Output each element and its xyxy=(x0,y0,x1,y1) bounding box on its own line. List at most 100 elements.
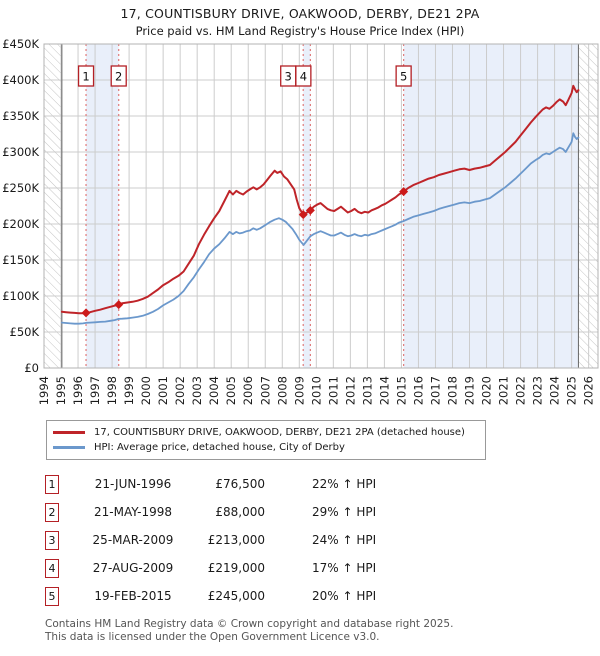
y-tick-label: £450K xyxy=(2,38,39,51)
owned-band xyxy=(86,44,119,368)
sales-table: 1 21-JUN-1996 £76,500 22% ↑ HPI 2 21-MAY-1998… xyxy=(45,470,600,610)
sale-marker xyxy=(81,308,91,318)
sale-marker xyxy=(298,210,308,220)
row-price: £213,000 xyxy=(207,533,265,547)
owned-band xyxy=(303,44,311,368)
sale-marker xyxy=(114,300,124,310)
x-tick-label: 2025 xyxy=(565,376,579,405)
sale-number-box xyxy=(77,65,95,87)
sale-number-label: 3 xyxy=(285,70,292,84)
x-tick-label: 1994 xyxy=(37,376,51,405)
row-number-badge: 4 xyxy=(45,558,59,578)
x-tick-label: 2010 xyxy=(309,376,323,405)
page-title: 17, COUNTISBURY DRIVE, OAKWOOD, DERBY, D… xyxy=(120,6,480,21)
legend-item: 17, COUNTISBURY DRIVE, OAKWOOD, DERBY, D… xyxy=(53,425,479,440)
legend-line-sample xyxy=(53,431,85,434)
x-tick-label: 2000 xyxy=(139,376,153,405)
table-row: 4 27-AUG-2009 £219,000 17% ↑ HPI xyxy=(45,554,600,582)
row-number-badge: 1 xyxy=(45,474,59,494)
sale-marker xyxy=(305,205,315,215)
legend-item: HPI: Average price, detached house, City… xyxy=(53,440,479,455)
y-tick-label: £250K xyxy=(2,181,39,195)
x-tick-label: 2007 xyxy=(258,376,272,405)
x-tick-label: 2023 xyxy=(531,376,545,405)
x-tick-label: 2005 xyxy=(224,376,238,405)
row-hpi-delta: 20% ↑ HPI xyxy=(312,589,377,603)
x-tick-label: 1995 xyxy=(54,376,68,405)
x-tick-label: 2014 xyxy=(377,376,391,405)
x-tick-label: 2018 xyxy=(445,376,459,405)
x-tick-label: 2003 xyxy=(190,376,204,405)
sale-number-label: 1 xyxy=(82,70,89,84)
row-hpi-delta: 22% ↑ HPI xyxy=(312,477,377,491)
plot-border xyxy=(43,43,599,369)
row-price: £76,500 xyxy=(215,477,265,491)
sale-number-box xyxy=(395,65,412,87)
footer-line1: Contains HM Land Registry data © Crown c… xyxy=(45,618,454,630)
x-tick-label: 2002 xyxy=(173,376,187,405)
row-hpi-delta: 24% ↑ HPI xyxy=(312,533,377,547)
sale-number-box xyxy=(295,65,312,87)
y-tick-label: £150K xyxy=(2,253,39,267)
x-tick-label: 2022 xyxy=(514,376,528,405)
y-tick-label: £350K xyxy=(2,109,39,123)
x-tick-label: 2016 xyxy=(411,376,425,405)
row-date: 27-AUG-2009 xyxy=(92,561,174,575)
sale-marker xyxy=(399,187,409,197)
y-tick-label: £400K xyxy=(2,73,39,87)
no-data-hatch xyxy=(44,44,62,368)
x-tick-label: 2001 xyxy=(156,376,170,405)
x-tick-label: 2011 xyxy=(326,376,340,405)
owned-band xyxy=(403,44,579,368)
row-hpi-delta: 17% ↑ HPI xyxy=(312,561,377,575)
table-row: 5 19-FEB-2015 £245,000 20% ↑ HPI xyxy=(45,582,600,610)
footer: Contains HM Land Registry data © Crown c… xyxy=(45,618,600,643)
x-tick-label: 2024 xyxy=(548,376,562,405)
sale-number-box xyxy=(110,65,127,87)
x-tick-label: 1997 xyxy=(88,376,102,405)
x-tick-label: 1998 xyxy=(105,376,119,405)
x-tick-label: 2015 xyxy=(394,376,408,405)
row-number-badge: 2 xyxy=(45,502,59,522)
legend-line-sample xyxy=(53,446,85,449)
x-tick-label: 2019 xyxy=(462,376,476,405)
row-number-badge: 3 xyxy=(45,530,59,550)
row-price: £245,000 xyxy=(207,589,265,603)
x-tick-label: 2013 xyxy=(360,376,374,405)
sale-number-label: 5 xyxy=(400,70,407,84)
chart-legend: 17, COUNTISBURY DRIVE, OAKWOOD, DERBY, D… xyxy=(46,420,486,460)
row-hpi-delta: 29% ↑ HPI xyxy=(312,505,377,519)
x-tick-label: 2026 xyxy=(582,376,596,405)
x-tick-label: 2017 xyxy=(428,376,442,405)
row-date: 25-MAR-2009 xyxy=(92,533,174,547)
row-price: £88,000 xyxy=(215,505,265,519)
x-tick-label: 2004 xyxy=(207,376,221,405)
hpi-series-line xyxy=(61,132,580,325)
x-tick-label: 2020 xyxy=(480,376,494,405)
x-tick-label: 2008 xyxy=(275,376,289,405)
y-tick-label: £200K xyxy=(2,217,39,231)
y-tick-label: £100K xyxy=(2,289,39,303)
row-date: 21-MAY-1998 xyxy=(93,505,172,519)
y-tick-label: £300K xyxy=(2,145,39,159)
row-price: £219,000 xyxy=(207,561,265,575)
x-tick-label: 2012 xyxy=(343,376,357,405)
y-tick-label: £0 xyxy=(24,361,39,375)
legend-label: 17, COUNTISBURY DRIVE, OAKWOOD, DERBY, D… xyxy=(94,427,465,438)
x-tick-label: 1999 xyxy=(122,376,136,405)
page-subtitle: Price paid vs. HM Land Registry's House … xyxy=(135,24,465,38)
legend-label: HPI: Average price, detached house, City… xyxy=(94,442,345,453)
row-number-badge: 5 xyxy=(45,586,59,606)
x-tick-label: 1996 xyxy=(71,376,85,405)
table-row: 2 21-MAY-1998 £88,000 29% ↑ HPI xyxy=(45,498,600,526)
y-tick-label: £50K xyxy=(10,325,40,339)
x-tick-label: 2006 xyxy=(241,376,255,405)
table-row: 1 21-JUN-1996 £76,500 22% ↑ HPI xyxy=(45,470,600,498)
row-date: 21-JUN-1996 xyxy=(94,477,172,491)
price-hpi-chart: 1 2 3 4 5 £0 £50K £100K £150K £200K £250K £300K £350… xyxy=(2,38,599,405)
sale-number-label: 4 xyxy=(300,70,307,84)
x-tick-label: 2009 xyxy=(292,376,306,405)
price-series-line xyxy=(60,84,580,315)
table-row: 3 25-MAR-2009 £213,000 24% ↑ HPI xyxy=(45,526,600,554)
footer-line2: This data is licensed under the Open Gov… xyxy=(45,630,380,643)
